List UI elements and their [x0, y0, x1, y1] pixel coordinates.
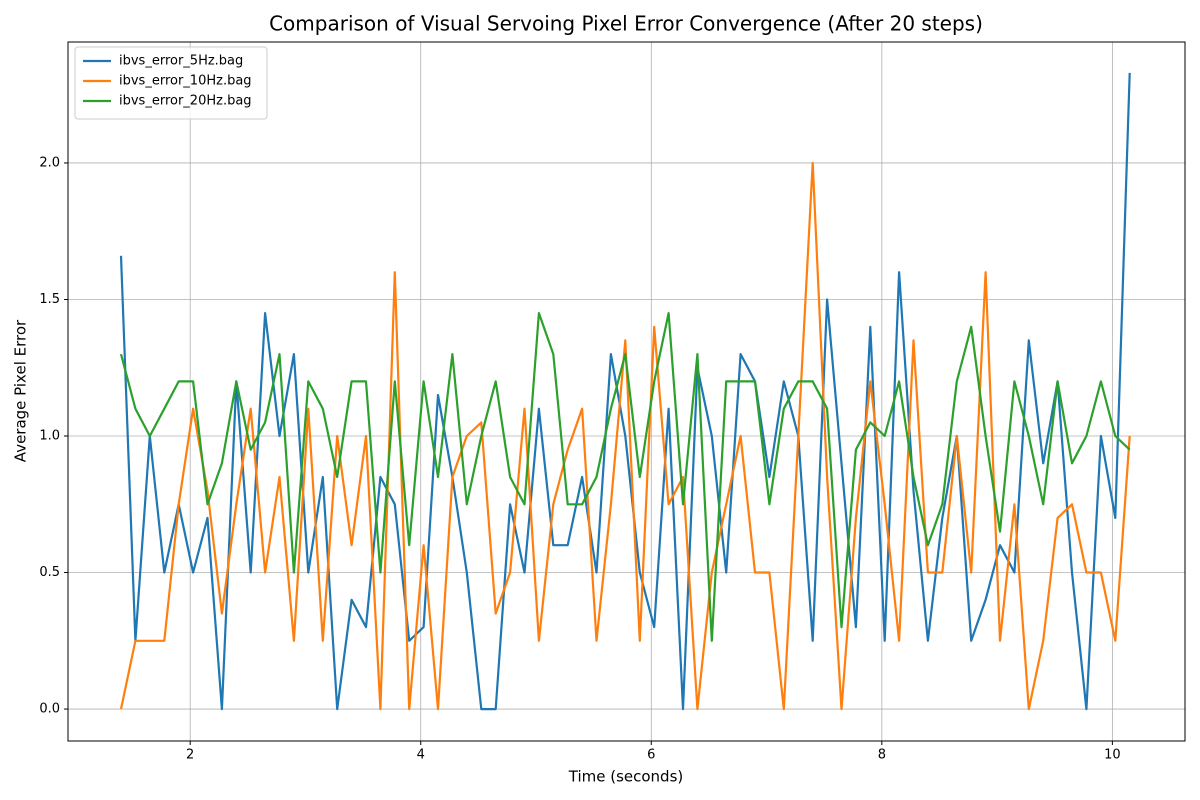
x-tick-label: 10	[1104, 748, 1121, 763]
x-tick-label: 6	[647, 748, 655, 763]
x-tick-label: 4	[417, 748, 425, 763]
legend-label: ibvs_error_10Hz.bag	[119, 74, 252, 89]
series-line	[119, 72, 1131, 711]
legend-label: ibvs_error_20Hz.bag	[119, 94, 252, 109]
y-tick-label: 2.0	[39, 155, 60, 170]
x-axis-label: Time (seconds)	[568, 768, 684, 786]
plot-frame	[67, 41, 1186, 742]
y-tick-label: 1.5	[39, 292, 60, 307]
series-line	[119, 161, 1131, 711]
x-tick-label: 8	[878, 748, 886, 763]
legend-box	[74, 46, 268, 120]
legend: ibvs_error_5Hz.bag ibvs_error_10Hz.bagibv…	[74, 46, 268, 120]
legend-label: ibvs_error_5Hz.bag	[119, 54, 243, 69]
chart-title: Comparison of Visual Servoing Pixel Erro…	[269, 12, 983, 36]
y-axis-label: Average Pixel Error	[12, 319, 30, 462]
x-tick-label: 2	[186, 748, 194, 763]
series-line	[119, 312, 1131, 642]
y-tick-label: 1.0	[39, 429, 60, 444]
y-tick-label: 0.0	[39, 702, 60, 717]
y-tick-label: 0.5	[39, 565, 60, 580]
